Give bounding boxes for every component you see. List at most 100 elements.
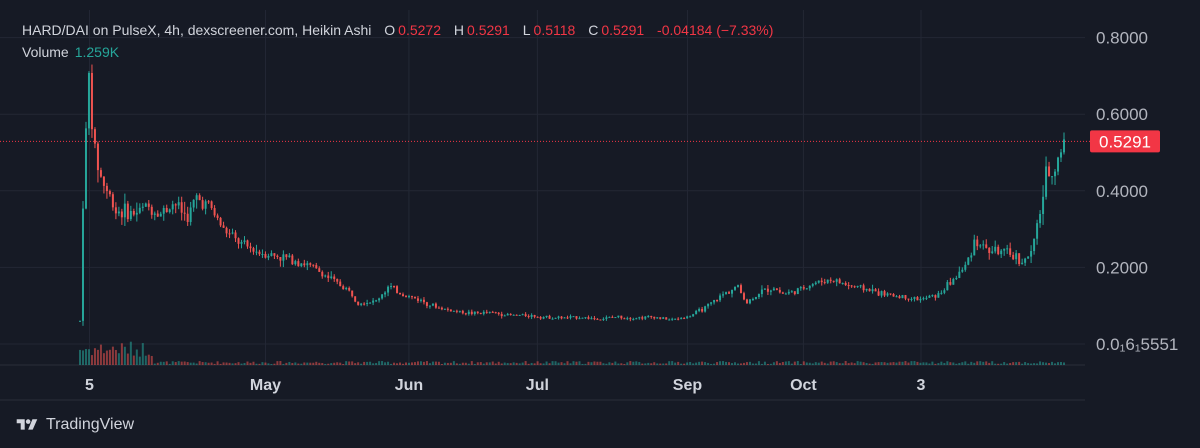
- candle-body: [707, 303, 710, 307]
- volume-bar: [117, 353, 120, 365]
- volume-bar: [907, 362, 910, 365]
- volume-bar: [826, 363, 829, 365]
- volume-bar: [243, 362, 246, 365]
- candle-body: [488, 311, 491, 313]
- candle-body: [904, 295, 907, 299]
- volume-bar: [653, 362, 656, 365]
- volume-bar: [129, 341, 132, 365]
- volume-bar: [330, 363, 333, 365]
- candle-body: [473, 311, 476, 314]
- candle-body: [84, 128, 87, 209]
- candle-body: [955, 277, 958, 280]
- grid-lines: [0, 10, 1085, 401]
- candle-body: [611, 316, 614, 318]
- candle-body: [814, 282, 817, 285]
- candle-body: [769, 290, 772, 292]
- volume-bar: [563, 363, 566, 365]
- candle-body: [246, 240, 249, 247]
- volume-bar: [1063, 362, 1065, 365]
- candle-body: [126, 203, 129, 220]
- candle-body: [823, 282, 826, 284]
- candle-body: [336, 279, 339, 282]
- volume-bar: [874, 362, 877, 365]
- volume-bar: [880, 362, 883, 365]
- volume-bar: [997, 363, 1000, 365]
- candle-body: [811, 284, 814, 286]
- volume-bar: [554, 361, 557, 365]
- volume-bar: [249, 362, 252, 365]
- volume-bar: [1039, 361, 1042, 365]
- candle-body: [159, 213, 162, 217]
- candle-body: [895, 296, 898, 298]
- candle-body: [297, 261, 300, 267]
- volume-bar: [390, 363, 393, 365]
- candle-body: [877, 291, 880, 296]
- candle-body: [958, 271, 961, 278]
- candle-body: [572, 316, 575, 318]
- x-tick-label: Sep: [673, 377, 703, 394]
- candle-body: [407, 296, 410, 298]
- candle-body: [225, 227, 228, 234]
- candle-body: [422, 299, 425, 303]
- volume-bar: [722, 361, 725, 365]
- candle-body: [952, 279, 955, 285]
- volume-bar: [943, 362, 946, 365]
- volume-bar: [384, 362, 387, 365]
- candle-body: [518, 314, 521, 316]
- volume-bar: [431, 361, 434, 365]
- volume-bar: [195, 363, 198, 365]
- volume-bar: [731, 363, 734, 365]
- volume-bar: [725, 361, 728, 365]
- candle-body: [739, 285, 742, 294]
- volume-bar: [698, 361, 701, 365]
- volume-bar: [838, 363, 841, 365]
- volume-bar: [225, 362, 228, 365]
- candle-body: [1006, 248, 1009, 250]
- candle-body: [413, 296, 416, 299]
- volume-bar: [336, 362, 339, 365]
- y-tick-label: 0.0₁6₁5551: [1096, 335, 1178, 354]
- candle-body: [997, 246, 1000, 255]
- candle-body: [656, 317, 659, 319]
- candle-body: [967, 257, 970, 265]
- volume-bar: [793, 361, 796, 365]
- last-price-line: 0.5291: [0, 130, 1160, 153]
- tradingview-brand[interactable]: TradingView: [14, 416, 134, 434]
- candle-body: [533, 314, 536, 317]
- volume-bar: [847, 363, 850, 365]
- volume-bar: [668, 361, 671, 365]
- volume-bar: [315, 361, 318, 365]
- volume-bar: [497, 361, 500, 365]
- volume-bar: [578, 361, 581, 365]
- volume-bar: [805, 362, 808, 365]
- candle-body: [799, 287, 802, 289]
- candle-body: [1030, 251, 1033, 257]
- candle-body: [784, 293, 787, 295]
- candle-body: [321, 271, 324, 277]
- candle-body: [653, 316, 656, 319]
- candle-body: [590, 318, 593, 320]
- candle-body: [1054, 171, 1057, 177]
- volume-bar: [416, 361, 419, 365]
- candle-body: [258, 251, 261, 255]
- volume-bar: [542, 363, 545, 365]
- candle-body: [102, 176, 105, 186]
- candle-body: [201, 200, 204, 209]
- candle-body: [713, 299, 716, 303]
- candle-body: [237, 238, 240, 244]
- candle-body: [593, 318, 596, 320]
- candle-body: [946, 282, 949, 291]
- candle-body: [171, 204, 174, 210]
- volume-bar: [261, 362, 264, 365]
- volume-bar: [910, 361, 913, 365]
- candle-body: [132, 210, 135, 215]
- volume-bar: [440, 363, 443, 365]
- volume-bar: [686, 362, 689, 365]
- volume-bar: [1018, 361, 1021, 365]
- volume-bar: [273, 363, 276, 365]
- candle-body: [506, 313, 509, 316]
- volume-bar: [677, 361, 680, 365]
- volume-bar: [671, 361, 674, 365]
